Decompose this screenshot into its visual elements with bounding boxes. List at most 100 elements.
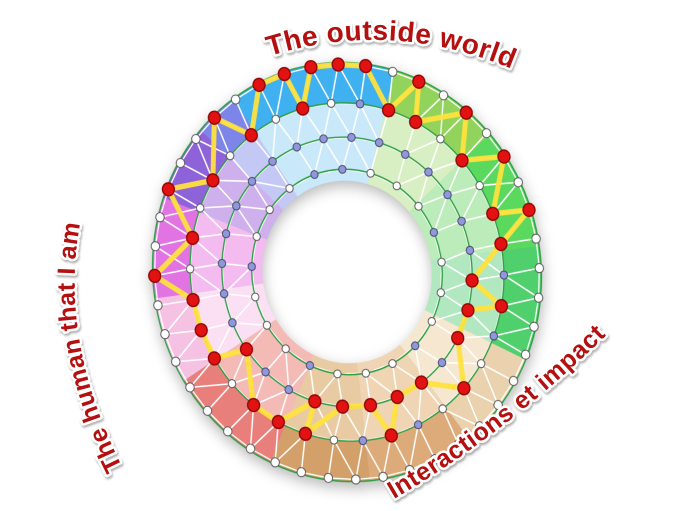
label-human-that-i-am: The human that I am [53,220,128,477]
node-red [246,397,261,413]
web-line [275,118,298,148]
node-violet [443,190,452,200]
node-white [329,435,339,445]
node-white [438,404,447,414]
node-red [207,351,222,366]
node-violet [228,318,237,328]
web-line [417,423,436,460]
web-line [223,292,256,298]
web-line [271,160,291,190]
web-line [251,180,291,190]
node-white [333,369,342,379]
node-white [520,349,531,360]
node-red [363,397,378,413]
node-white [366,168,375,178]
web-line [417,193,449,208]
node-white [529,321,539,332]
node-violet [247,262,256,272]
node-violet [284,385,293,395]
node-violet [268,156,277,167]
web-line [480,362,499,406]
sector-outer-band [270,425,371,482]
node-red [409,114,423,130]
node-white [508,375,519,387]
node-red [335,399,350,414]
node-violet [347,132,356,142]
node-violet [499,270,509,280]
node-red [185,230,200,246]
node-white [404,464,415,476]
node-red [414,375,429,390]
node-white [202,405,213,416]
sector-inner-band [190,212,268,294]
node-white [534,263,545,274]
sector-outer-band [365,406,469,481]
node-white [474,421,485,432]
node-red [194,323,208,338]
node-violet [457,216,466,226]
web-line [322,138,344,171]
node-white [223,426,233,437]
web-line [327,439,335,479]
node-red [304,60,318,75]
node-violet [429,227,439,237]
node-red [461,303,475,318]
node-red [148,268,162,284]
donut-group [148,57,545,485]
web-line [493,325,535,337]
web-line [441,408,481,428]
node-white [185,264,195,274]
web-line [350,103,361,139]
web-line [296,146,316,176]
sector-inner-band [424,250,504,343]
web-line [195,138,214,182]
node-white [387,66,398,77]
node-white [245,443,256,454]
node-white [171,356,181,367]
node-violet [489,331,499,341]
web-line [446,184,481,196]
web-line [503,274,540,299]
node-white [388,359,397,369]
web-line [322,102,332,140]
node-red [271,414,285,430]
web-line [427,138,442,173]
web-line [480,362,515,382]
web-line [341,136,353,171]
web-line [337,63,361,105]
node-white [493,399,503,411]
node-red [298,426,313,441]
node-red [455,153,469,168]
node-white [436,134,445,144]
node-red [331,57,345,72]
node-white [265,205,274,215]
node-red [459,105,473,120]
web-line [350,136,372,174]
node-white [160,329,170,340]
node-red [494,236,508,252]
node-violet [305,361,315,370]
web-line [396,153,406,187]
node-white [281,344,290,354]
node-red [494,298,509,314]
node-violet [411,341,420,351]
web-line [251,180,271,211]
web-line [223,265,253,295]
node-violet [338,164,347,174]
node-red [412,74,426,89]
node-white [531,233,541,244]
node-white [361,368,370,378]
node-red [296,101,310,116]
node-red [497,149,511,164]
node-white [185,382,195,393]
node-red [522,202,536,218]
nodes-layer [148,57,545,485]
web-line [275,73,286,121]
web-line [503,267,541,276]
web-line [231,321,268,327]
web-line [414,344,443,364]
node-white [262,320,272,330]
node-violet [247,176,257,186]
